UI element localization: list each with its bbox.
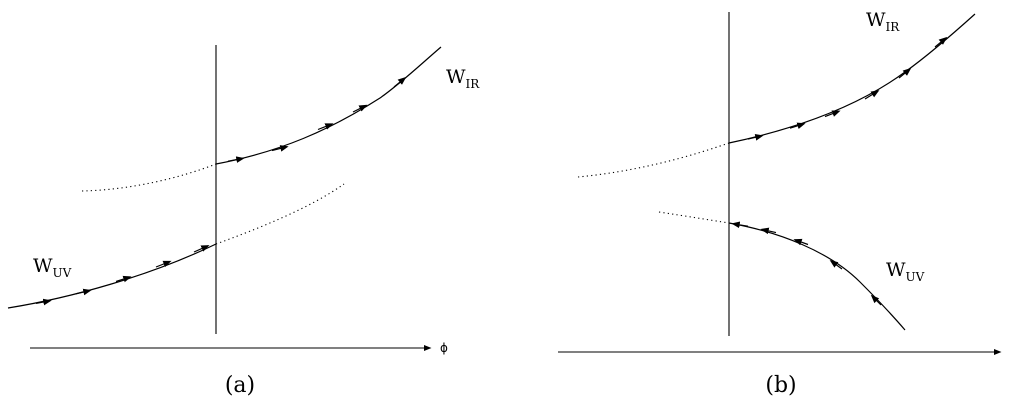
panel-b-uv-dotted-extension (658, 211, 730, 224)
panel-a-ir-flow-arrows (227, 76, 407, 163)
panel-b: WIR WUV (b) (558, 9, 1002, 398)
panel-b-ir-flow-arrows (747, 36, 948, 141)
panel-b-uv-label: WUV (886, 259, 925, 284)
panel-a-uv-label: WUV (33, 255, 72, 280)
panel-b-ir-dotted-extension (577, 142, 730, 178)
panel-b-ir-label: WIR (866, 9, 900, 34)
panel-a: ϕ WIR (7, 45, 480, 398)
svg-text:WUV: WUV (33, 255, 72, 280)
panel-a-uv-flow-arrows (35, 245, 210, 306)
panel-a-uv-dotted-extension (215, 183, 345, 245)
panel-a-uv-trajectory (7, 243, 217, 309)
panel-a-ir-trajectory (215, 46, 442, 165)
svg-text:WIR: WIR (866, 9, 900, 34)
panel-b-caption: (b) (765, 373, 796, 398)
panel-b-uv-trajectory (728, 222, 906, 331)
panel-b-uv-flow-arrows (731, 221, 882, 306)
panel-a-caption: (a) (225, 373, 255, 398)
panel-b-ir-trajectory (728, 13, 976, 144)
panel-a-axis-label: ϕ (440, 341, 448, 355)
svg-text:WIR: WIR (446, 66, 480, 91)
svg-text:WUV: WUV (886, 259, 925, 284)
panel-a-ir-dotted-extension (81, 163, 217, 192)
panel-a-ir-label: WIR (446, 66, 480, 91)
